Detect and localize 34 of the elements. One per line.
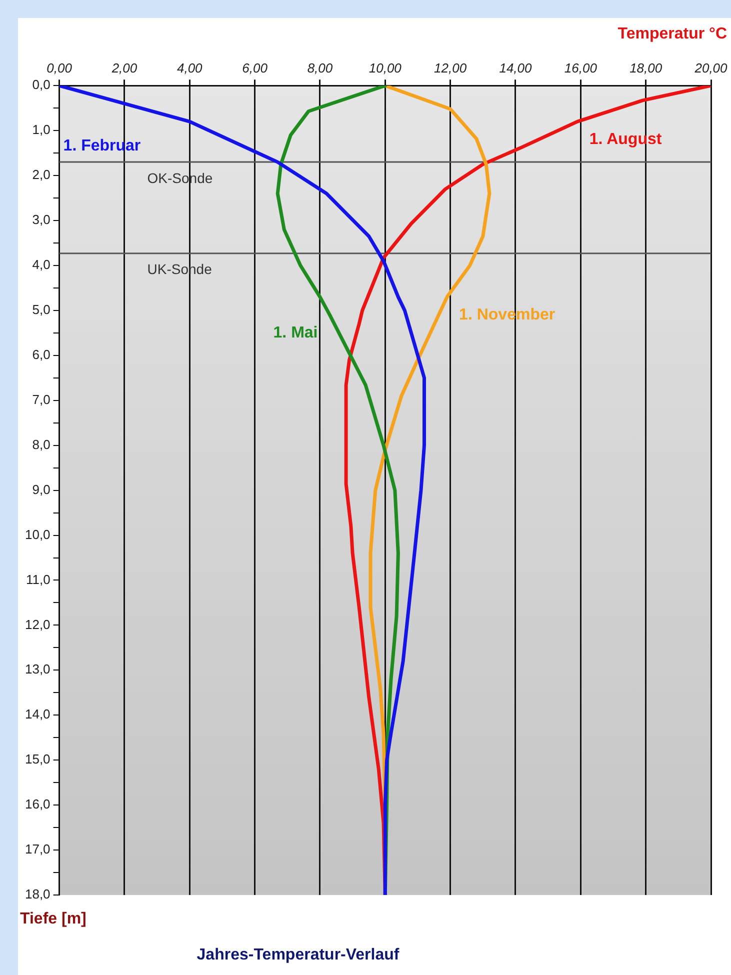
x-tick-label: 2,00: [110, 60, 138, 76]
x-tick-label: 0,00: [46, 60, 73, 76]
x-axis-title: Temperatur °C: [618, 25, 728, 42]
y-tick-label: 10,0: [24, 526, 50, 542]
y-tick-label: 9,0: [32, 482, 50, 497]
y-tick-label: 3,0: [32, 212, 50, 228]
y-tick-label: 16,0: [24, 796, 50, 812]
y-tick-label: 18,0: [24, 886, 50, 902]
y-tick-label: 13,0: [24, 662, 50, 677]
y-tick-label: 11,0: [26, 572, 50, 587]
x-tick-label: 4,00: [176, 60, 204, 76]
y-tick-label: 12,0: [24, 616, 50, 632]
y-tick-label: 4,0: [32, 257, 50, 272]
y-tick-label: 15,0: [24, 752, 50, 767]
y-axis-title: Tiefe [m]: [20, 910, 86, 928]
y-tick-label: 14,0: [24, 706, 50, 722]
x-tick-label: 14,00: [499, 60, 533, 76]
x-tick-label: 16,00: [564, 60, 598, 76]
x-tick-label: 10,00: [368, 60, 402, 76]
y-tick-label: 0,0: [32, 77, 50, 92]
y-tick-label: 8,0: [32, 436, 50, 452]
text: Jahres-Temperatur-Verlauf: [196, 946, 400, 964]
x-tick-label: 8,00: [307, 60, 334, 76]
x-tick-label: 20,00: [694, 60, 728, 76]
y-tick-label: 5,0: [32, 302, 50, 318]
y-tick-label: 17,0: [24, 842, 50, 857]
x-tick-label: 6,00: [242, 60, 268, 76]
y-tick-label: 7,0: [32, 392, 50, 407]
series-label: 1. Mai: [273, 324, 318, 342]
x-tick-label: 18,00: [630, 60, 663, 76]
y-tick-label: 2,0: [32, 167, 50, 182]
x-tick-label: 12,00: [434, 60, 468, 76]
y-tick-label: 1,0: [32, 122, 50, 138]
y-tick-label: 6,0: [32, 346, 50, 362]
